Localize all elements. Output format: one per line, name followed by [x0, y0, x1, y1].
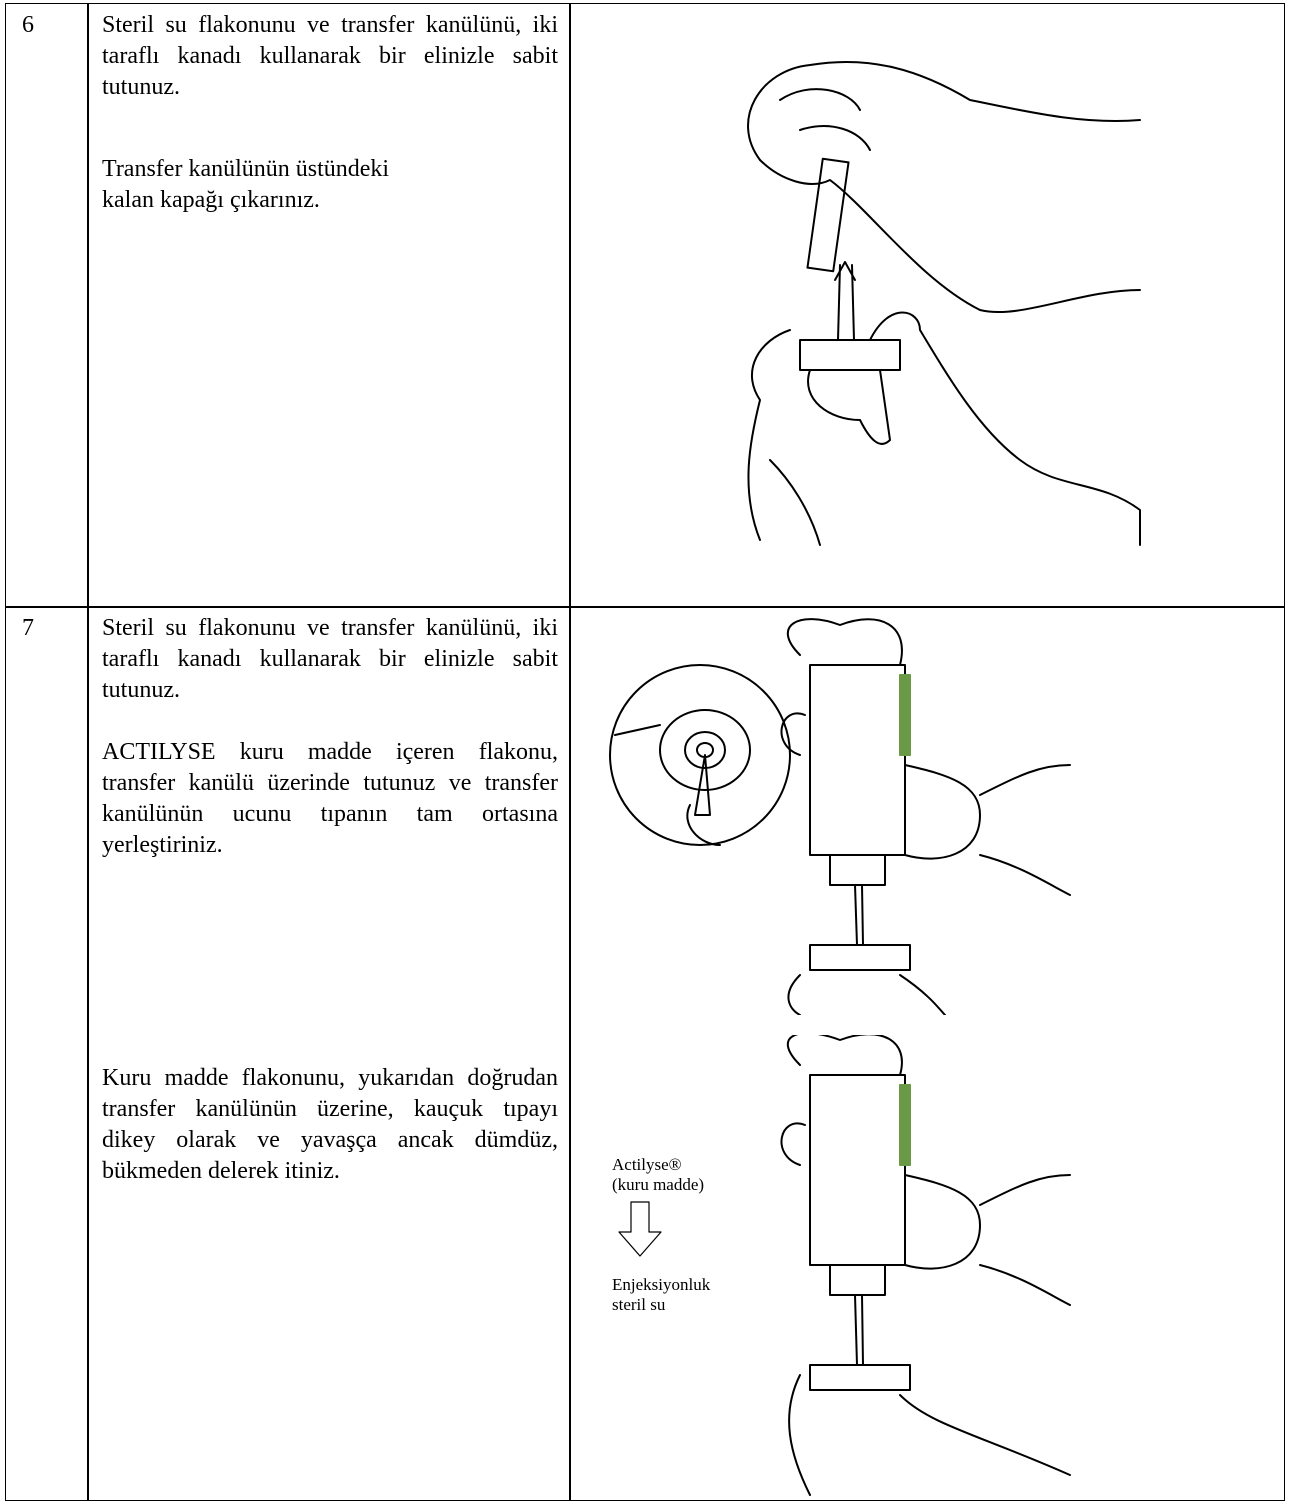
step-number: 7 — [22, 615, 34, 641]
table-cell — [5, 3, 89, 608]
step-number: 6 — [22, 12, 34, 38]
figure-label: Actilyse® — [612, 1155, 682, 1174]
instruction-text: Steril su flakonunu ve transfer kanülünü… — [102, 615, 558, 703]
illustration-vial-pierce — [780, 1035, 1071, 1496]
table-cell — [87, 606, 571, 1501]
figure-label: (kuru madde) — [612, 1175, 705, 1194]
instruction-text: ACTILYSE kuru madde içeren flakonu, tran… — [102, 739, 558, 858]
figure-label: steril su — [612, 1295, 666, 1314]
down-arrow — [618, 1201, 662, 1257]
instruction-text: Steril su flakonunu ve transfer kanülünü… — [102, 12, 558, 100]
instruction-text: Kuru madde flakonunu, yukarıdan doğrudan… — [102, 1065, 558, 1184]
illustration-vial-insert — [609, 618, 1071, 1015]
table-cell — [5, 606, 89, 1501]
figure-label: Enjeksiyonluk — [612, 1275, 711, 1294]
instruction-text: Transfer kanülünün üstündeki kalan kapağ… — [102, 156, 390, 213]
table-cell — [569, 606, 1285, 1501]
illustration-hands-vial — [747, 60, 1141, 546]
table-cell — [87, 3, 571, 608]
table-cell — [569, 3, 1285, 608]
